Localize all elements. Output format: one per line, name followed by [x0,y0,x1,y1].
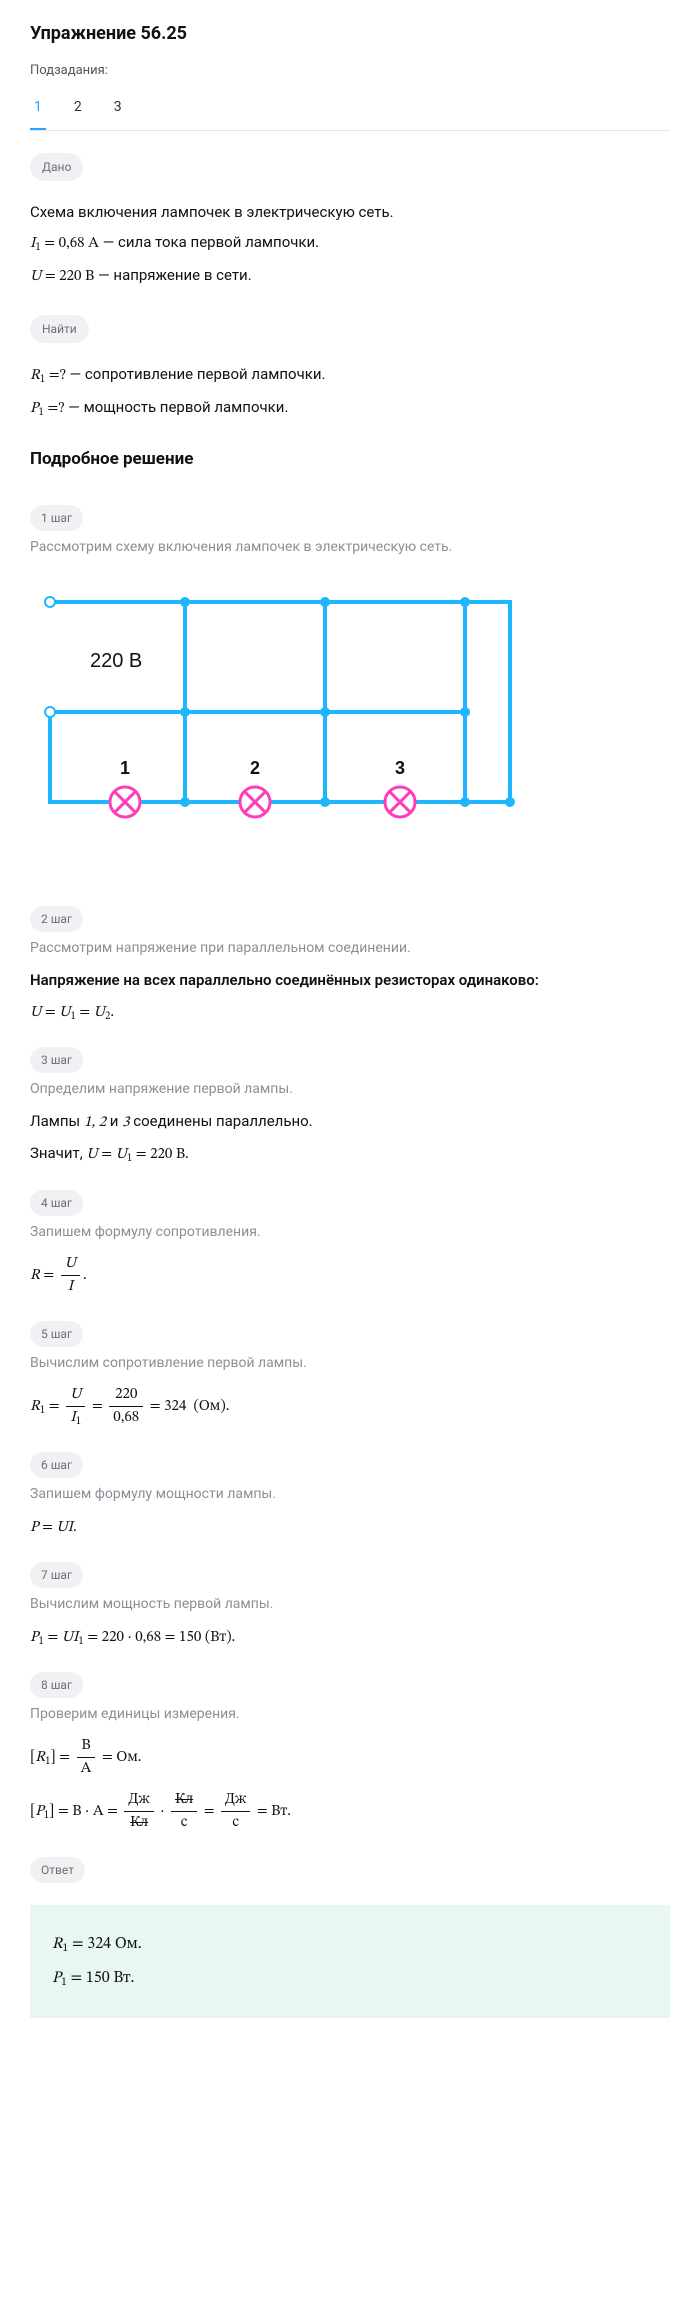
R1-result: 324 [164,1399,186,1414]
svg-text:2: 2 [250,758,260,778]
circuit-diagram: 1 2 3 220 В [30,572,530,859]
tab-2[interactable]: 2 [70,91,86,130]
P1-result: 150 [179,1630,201,1645]
pill-step-8: 8 шаг [30,1672,83,1698]
step8-R1-dim: [R1] = ВА = Ом. [30,1735,670,1781]
step8-P1-dim: [P1] = В · А = ДжКл · Клс = Джс = Вт. [30,1789,670,1835]
I1-desc: — сила тока первой лампочки. [103,233,320,251]
exercise-title: Упражнение 56.25 [30,20,670,47]
given-block: Дано Схема включения лампочек в электрич… [30,153,670,289]
U-unit: В [85,269,94,284]
P1-desc: — мощность первой лампочки. [68,398,288,416]
answer-R1: R1 = 324 Ом. [52,1931,648,1957]
svg-text:220 В: 220 В [90,650,142,672]
given-intro: Схема включения лампочек в электрическую… [30,201,670,224]
find-R1: R1 =? — сопротивление первой лампочки. [30,363,670,388]
step2-formula: U = U1 = U2. [30,1000,670,1025]
step4-caption: Запишем формулу сопротивления. [30,1222,670,1243]
I1-unit: А [88,236,99,251]
step8-caption: Проверим единицы измерения. [30,1704,670,1725]
pill-find: Найти [30,315,89,343]
step6-caption: Запишем формулу мощности лампы. [30,1484,670,1505]
step2-bold: Напряжение на всех параллельно соединённ… [30,969,670,992]
pill-step-4: 4 шаг [30,1190,83,1216]
U-desc: — напряжение в сети. [98,266,252,284]
step7-caption: Вычислим мощность первой лампы. [30,1594,670,1615]
step3-line1: Лампы 1, 2 и 3 соединены параллельно. [30,1110,670,1135]
pill-step-2: 2 шаг [30,906,83,932]
R1-desc: — сопротивление первой лампочки. [69,365,325,383]
pill-step-7: 7 шаг [30,1562,83,1588]
pill-given: Дано [30,153,83,181]
find-P1: P1 =? — мощность первой лампочки. [30,396,670,421]
step7-formula: P1 = UI1 = 220 · 0,68 = 150 (Вт). [30,1625,670,1650]
subtasks-label: Подзадания: [30,61,670,81]
step3-caption: Определим напряжение первой лампы. [30,1079,670,1100]
given-I1: I1 = 0,68 А — сила тока первой лампочки. [30,231,670,256]
I1-value: 0,68 [59,236,85,251]
s3-l2-pre: Значит, [30,1144,86,1162]
tab-1[interactable]: 1 [30,91,46,130]
step2-caption: Рассмотрим напряжение при параллельном с… [30,938,670,959]
s3-l1-pre: Лампы [30,1112,84,1130]
svg-text:3: 3 [395,758,405,778]
pill-step-5: 5 шаг [30,1321,83,1347]
answer-box: R1 = 324 Ом. P1 = 150 Вт. [30,1905,670,2018]
R1-unit: (Ом) [193,1399,225,1414]
find-block: Найти R1 =? — сопротивление первой лампо… [30,315,670,421]
answer-P1: P1 = 150 Вт. [52,1965,648,1991]
U-value: 220 [59,269,81,284]
step3-line2: Значит, U = U1 = 220 В. [30,1142,670,1167]
pill-step-3: 3 шаг [30,1047,83,1073]
pill-step-6: 6 шаг [30,1452,83,1478]
given-U: U = 220 В — напряжение в сети. [30,264,670,289]
step5-formula: R1 = UI1 = 2200,68 = 324 (Ом). [30,1384,670,1431]
step6-formula: P = UI. [30,1515,670,1540]
svg-text:1: 1 [120,758,130,778]
subtask-tabs: 1 2 3 [30,91,670,131]
step4-formula: R = UI. [30,1253,670,1299]
step1-caption: Рассмотрим схему включения лампочек в эл… [30,537,670,558]
solution-title: Подробное решение [30,447,670,473]
s3-l1-post: соединены параллельно. [130,1112,313,1130]
tab-3[interactable]: 3 [110,91,126,130]
pill-step-1: 1 шаг [30,505,83,531]
P1-unit: (Вт). [205,1630,235,1645]
step5-caption: Вычислим сопротивление первой лампы. [30,1353,670,1374]
pill-answer: Ответ [30,1857,85,1883]
